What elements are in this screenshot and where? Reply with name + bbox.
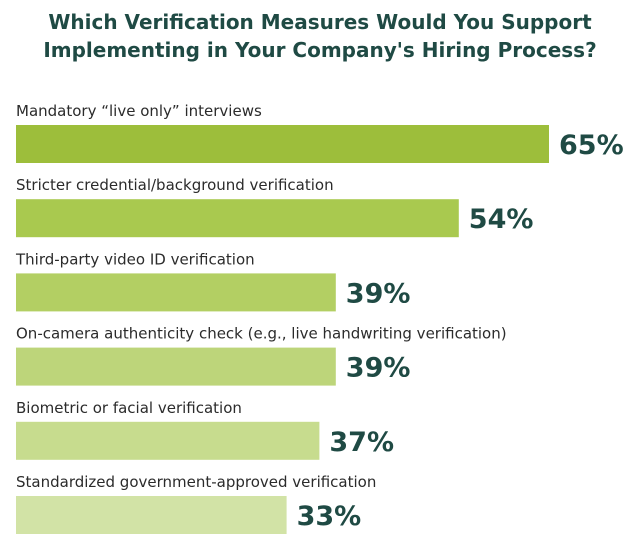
value-label: 54%: [469, 204, 534, 235]
category-label: Standardized government-approved verific…: [16, 473, 376, 491]
category-label: Stricter credential/background verificat…: [16, 176, 334, 194]
value-label: 39%: [346, 353, 411, 384]
value-label: 33%: [297, 501, 362, 532]
chart-title-line-2: Implementing in Your Company's Hiring Pr…: [43, 38, 597, 62]
category-label: Mandatory “live only” interviews: [16, 102, 262, 120]
bar: [16, 421, 320, 460]
category-label: Biometric or facial verification: [16, 399, 242, 417]
bar: [16, 199, 459, 238]
value-label: 65%: [559, 130, 624, 161]
chart-title-line-1: Which Verification Measures Would You Su…: [48, 10, 592, 34]
value-label: 37%: [329, 427, 394, 458]
bar: [16, 273, 336, 312]
category-label: Third-party video ID verification: [15, 250, 255, 268]
value-label: 39%: [346, 278, 411, 309]
bar: [16, 125, 549, 163]
bar: [16, 347, 336, 386]
chart-title: Which Verification Measures Would You Su…: [0, 8, 640, 64]
bar: [16, 496, 287, 534]
category-label: On-camera authenticity check (e.g., live…: [16, 325, 507, 343]
